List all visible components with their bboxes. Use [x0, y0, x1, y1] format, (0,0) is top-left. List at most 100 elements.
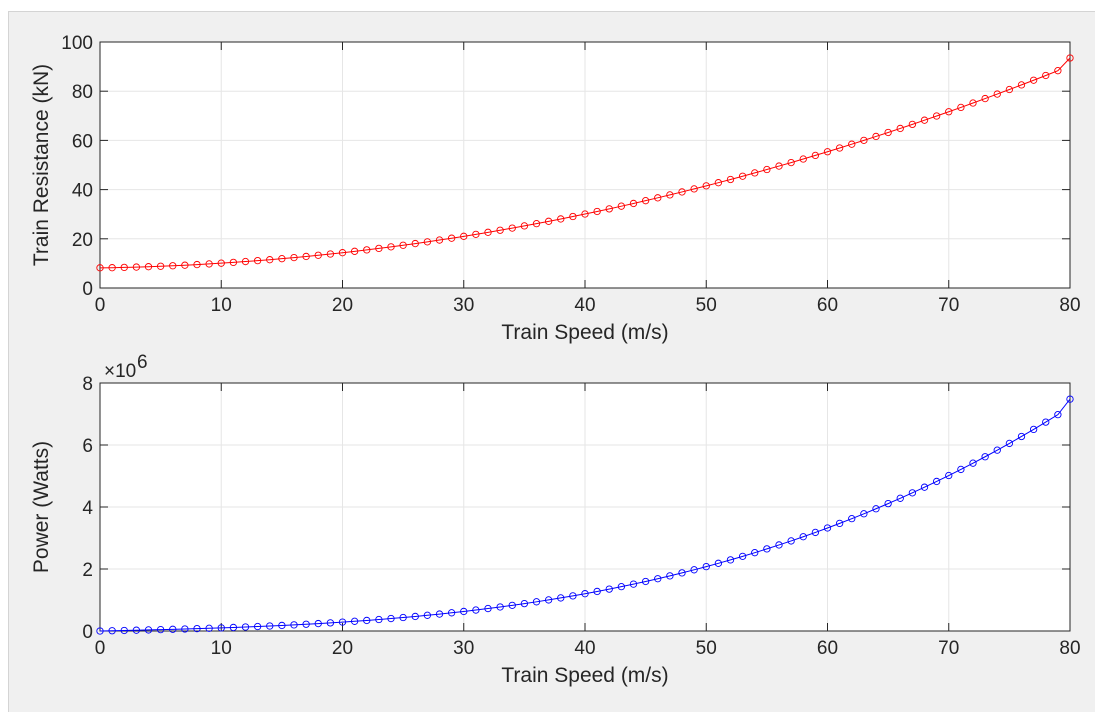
resistance-data-point: [411, 239, 419, 248]
power-data-point: [884, 499, 892, 508]
power-data-point: [714, 559, 723, 567]
resistance-x-tick-label: 40: [574, 295, 595, 316]
power-data-point: [557, 594, 565, 602]
resistance-y-tick-label: 60: [72, 131, 93, 152]
power-data-point: [460, 607, 468, 616]
power-data-point: [156, 625, 165, 634]
power-data-point: [120, 626, 128, 635]
power-data-point: [932, 477, 941, 486]
power-data-point: [666, 572, 674, 580]
resistance-data-point: [763, 165, 771, 174]
power-data-point: [799, 533, 807, 541]
resistance-data-point: [799, 155, 807, 163]
resistance-data-point: [690, 185, 698, 193]
resistance-data-point: [375, 244, 383, 253]
resistance-data-point: [593, 207, 601, 216]
resistance-data-point: [714, 179, 723, 187]
power-data-point: [423, 611, 432, 619]
resistance-y-tick-label: 40: [72, 181, 93, 202]
power-data-point: [241, 623, 250, 631]
resistance-data-point: [860, 136, 868, 145]
power-data-point: [1017, 432, 1026, 441]
power-x-tick-label: 30: [453, 638, 474, 659]
power-data-point: [993, 446, 1001, 454]
resistance-data-point: [654, 194, 662, 202]
power-data-point: [193, 624, 201, 633]
power-data-point: [654, 575, 662, 583]
resistance-x-tick-label: 60: [817, 295, 838, 316]
resistance-data-point: [775, 162, 783, 170]
resistance-data-point: [496, 226, 504, 234]
resistance-data-point: [908, 120, 917, 129]
power-data-point: [1042, 418, 1050, 426]
resistance-data-point: [290, 253, 298, 262]
power-data-point: [447, 609, 456, 617]
power-data-point: [1029, 425, 1038, 434]
resistance-x-tick-label: 10: [211, 295, 232, 316]
power-data-point: [302, 620, 310, 628]
power-data-point: [581, 590, 589, 598]
power-y-tick-label: 4: [82, 498, 93, 519]
resistance-data-point: [108, 264, 116, 272]
power-x-tick-label: 60: [817, 638, 838, 659]
power-y-tick-label: 2: [82, 560, 93, 581]
power-data-point: [144, 626, 153, 634]
power-exponent-power: 6: [137, 352, 148, 373]
power-data-point: [969, 459, 977, 467]
resistance-x-tick-label: 30: [453, 295, 474, 316]
resistance-data-point: [399, 241, 407, 249]
power-data-point: [726, 556, 735, 564]
resistance-data-point: [169, 262, 177, 270]
resistance-data-point: [726, 175, 735, 184]
resistance-data-point: [945, 108, 953, 116]
resistance-y-axis-label: Train Resistance (kN): [30, 64, 53, 266]
resistance-data-point: [787, 158, 795, 167]
resistance-data-point: [920, 116, 929, 124]
resistance-data-point: [387, 243, 395, 251]
resistance-data-point: [460, 232, 468, 240]
resistance-x-tick-label: 50: [696, 295, 717, 316]
resistance-y-tick-label: 20: [72, 230, 93, 251]
resistance-y-tick-label: 80: [72, 82, 93, 103]
power-data-point: [435, 610, 444, 618]
power-data-point: [908, 489, 917, 497]
resistance-x-tick-label: 0: [95, 295, 106, 316]
power-data-point: [508, 601, 516, 609]
resistance-data-point: [1066, 54, 1074, 62]
left-edge: [0, 11, 9, 712]
resistance-data-point: [217, 259, 225, 267]
power-data-point: [387, 614, 395, 623]
power-data-point: [629, 580, 638, 588]
resistance-data-point: [1042, 71, 1050, 80]
resistance-data-point: [266, 256, 274, 264]
resistance-data-point: [581, 210, 589, 218]
resistance-data-point: [302, 252, 310, 261]
resistance-x-tick-label: 20: [332, 295, 353, 316]
power-x-tick-label: 0: [95, 638, 106, 659]
resistance-data-point: [253, 256, 262, 265]
power-x-tick-label: 20: [332, 638, 353, 659]
power-data-point: [641, 577, 650, 586]
resistance-data-point: [314, 251, 322, 259]
power-data-point: [217, 624, 225, 632]
power-series-line: [99, 398, 1071, 632]
resistance-data-point: [1054, 67, 1062, 75]
resistance-data-point: [605, 205, 613, 213]
resistance-data-point: [205, 260, 213, 268]
resistance-data-point: [702, 182, 710, 190]
power-y-tick-label: 6: [82, 436, 93, 457]
power-data-point: [702, 562, 710, 571]
resistance-data-point: [156, 262, 165, 270]
resistance-data-point: [1029, 76, 1038, 84]
resistance-data-point: [350, 247, 359, 255]
power-data-point: [520, 599, 529, 608]
power-data-point: [314, 619, 322, 628]
power-data-point: [751, 549, 759, 557]
power-exponent-base: ×10: [104, 361, 136, 382]
power-data-point: [96, 627, 104, 635]
power-data-point: [132, 626, 141, 634]
power-data-point: [775, 541, 783, 549]
power-y-tick-label: 8: [82, 374, 93, 395]
power-data-point: [375, 615, 383, 624]
power-data-point: [290, 621, 298, 629]
